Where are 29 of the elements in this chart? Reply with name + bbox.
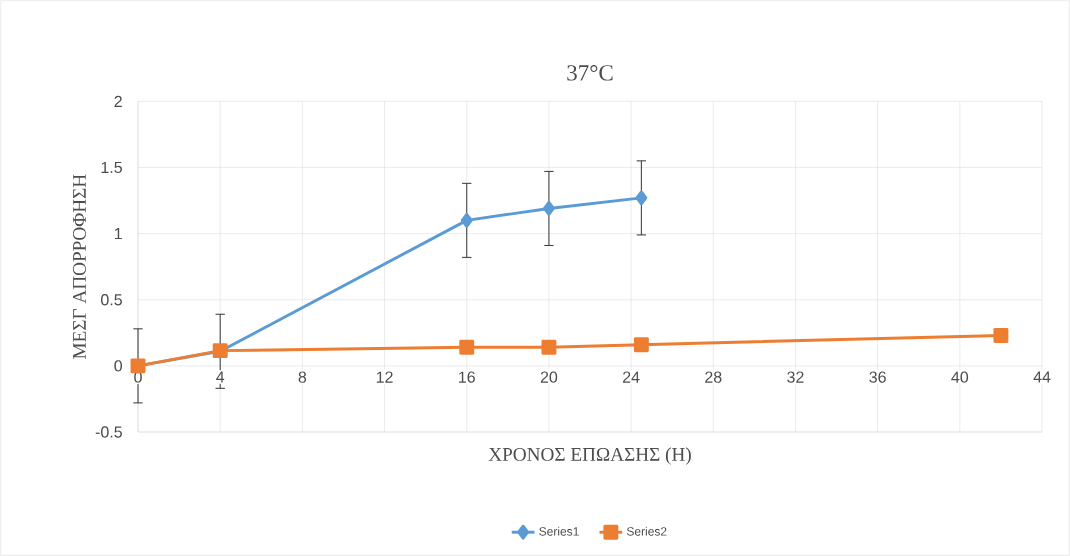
x-tick-label: 24	[622, 371, 640, 383]
point	[460, 212, 473, 228]
x-tick-label: 12	[376, 371, 393, 383]
y-tick-label: -0.5	[95, 426, 122, 438]
x-tick-label: 8	[298, 371, 307, 383]
x-tick-label: 36	[869, 371, 886, 383]
point	[459, 339, 475, 355]
chart-title: 37°C	[567, 65, 613, 81]
y-tick-label: 1.5	[101, 161, 122, 174]
point	[635, 190, 648, 206]
x-tick-label: 44	[1033, 371, 1051, 383]
x-tick-label: 32	[787, 371, 804, 383]
point	[993, 327, 1009, 343]
y-tick-label: 2	[114, 95, 122, 107]
point	[541, 339, 557, 355]
x-tick-label: 28	[705, 371, 722, 383]
y-tick-label: 1	[114, 228, 122, 240]
x-axis-title: ΧΡΟΝΟΣ ΕΠΩΑΣΗΣ (Η)	[488, 447, 691, 465]
x-tick-label: 40	[951, 371, 969, 383]
point	[633, 337, 649, 353]
x-tick-label: 4	[216, 371, 225, 383]
y-tick-label: 0.5	[101, 294, 122, 306]
y-axis-title: ΜΕΣΓ ΑΠΟΡΡΟΦΗΣΗ	[73, 174, 86, 359]
x-tick-label: 20	[540, 371, 558, 383]
point	[542, 200, 555, 216]
y-tick-label: 0	[114, 360, 123, 372]
legend-label: Series1	[539, 526, 579, 536]
x-tick-label: 16	[459, 371, 475, 383]
legend-label: Series2	[626, 526, 667, 536]
